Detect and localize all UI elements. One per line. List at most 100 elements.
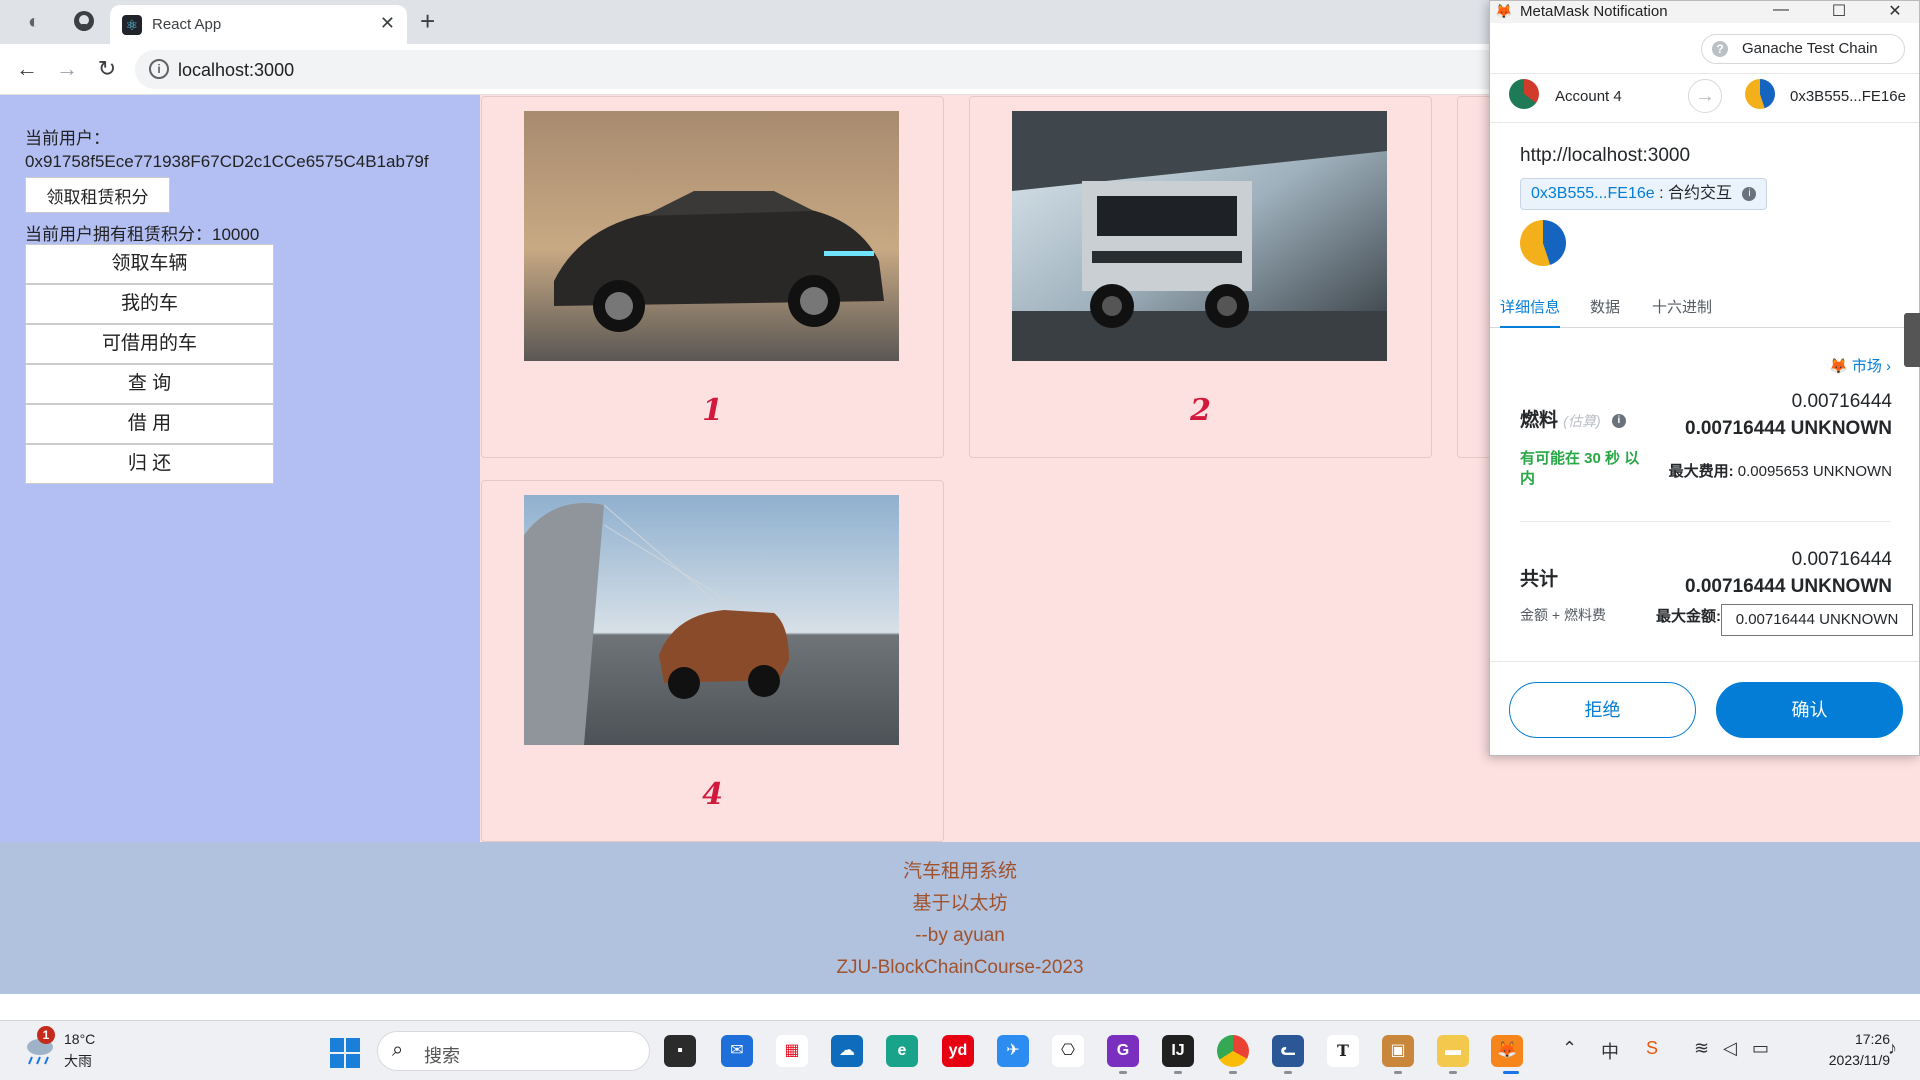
sogou-icon[interactable]: S — [1646, 1038, 1659, 1058]
mail-icon[interactable]: ✉ — [721, 1035, 753, 1067]
running-indicator — [1119, 1071, 1127, 1074]
from-account[interactable]: Account 4 — [1555, 88, 1622, 105]
divider — [1520, 521, 1890, 522]
max-fee-value: 0.0095653 UNKNOWN — [1737, 463, 1892, 480]
contract-address[interactable]: 0x3B555...FE16e — [1531, 185, 1655, 202]
chrome-icon[interactable] — [1217, 1035, 1249, 1067]
task-view-icon[interactable]: ▪ — [664, 1035, 696, 1067]
claim-points-button[interactable]: 领取租赁积分 — [25, 177, 170, 213]
pdf-icon[interactable]: G — [1107, 1035, 1139, 1067]
typora-icon[interactable]: T — [1327, 1035, 1359, 1067]
youdao-icon[interactable]: yd — [942, 1035, 974, 1067]
box-icon[interactable]: ▣ — [1382, 1035, 1414, 1067]
sidebar-menu: 领取车辆 我的车 可借用的车 查 询 借 用 归 还 — [25, 244, 274, 484]
metamask-taskbar-icon[interactable]: 🦊 — [1491, 1035, 1523, 1067]
origin-url: http://localhost:3000 — [1520, 145, 1691, 166]
metamask-window-title: MetaMask Notification — [1520, 3, 1668, 20]
scrollbar[interactable] — [1904, 313, 1920, 367]
network-question-icon: ? — [1712, 41, 1728, 57]
gas-eta: 有可能在 30 秒 以内 — [1520, 450, 1640, 487]
chevron-up-icon[interactable]: ⌃ — [1562, 1038, 1578, 1058]
taskbar-search[interactable]: ⌕ 搜索 — [377, 1031, 650, 1071]
car-card[interactable]: 4 — [481, 480, 944, 842]
taskbar: 1 18°C 大雨 ⌕ 搜索 ▪ ✉ ▦ ☁ e yd ✈ ⎔ G IJ ᓚ T… — [0, 1020, 1920, 1080]
divider — [1490, 73, 1919, 74]
folder-icon[interactable]: ▬ — [1437, 1035, 1469, 1067]
weather-temperature[interactable]: 18°C — [64, 1031, 96, 1047]
minimize-icon[interactable]: — — [1773, 1, 1789, 18]
car-number: 1 — [702, 393, 723, 428]
battery-icon[interactable]: ▭ — [1752, 1038, 1770, 1058]
globe-icon[interactable]: ◐ — [27, 11, 41, 33]
total-sub-label: 金额 + 燃料费 — [1520, 607, 1606, 623]
url-text[interactable]: localhost:3000 — [178, 60, 295, 80]
weather-condition[interactable]: 大雨 — [64, 1053, 92, 1069]
back-button[interactable]: ← — [16, 56, 38, 81]
tab-react-app[interactable]: ⚛ React App ✕ — [110, 5, 407, 44]
current-user-address: 0x91758f5Ece771938F67CD2c1CCe6575C4B1ab7… — [25, 152, 429, 171]
forward-button[interactable]: → — [56, 56, 78, 81]
wifi-icon[interactable]: ≋ — [1694, 1038, 1710, 1058]
page-footer: 汽车租用系统 基于以太坊 --by ayuan ZJU-BlockChainCo… — [0, 842, 1920, 994]
car-card[interactable]: 2 — [969, 96, 1432, 458]
site-info-icon[interactable]: i — [149, 59, 169, 79]
reject-button[interactable]: 拒绝 — [1509, 682, 1696, 738]
menu-my-cars[interactable]: 我的车 — [25, 284, 274, 324]
confirm-button[interactable]: 确认 — [1716, 682, 1903, 738]
info-icon[interactable]: i — [1611, 413, 1626, 428]
car-card[interactable]: 1 — [481, 96, 944, 458]
input-method-icon[interactable]: 中 — [1601, 1042, 1619, 1062]
network-name: Ganache Test Chain — [1742, 40, 1878, 57]
menu-available-cars[interactable]: 可借用的车 — [25, 324, 274, 364]
jetbrains-icon[interactable]: IJ — [1162, 1035, 1194, 1067]
gas-value-unit: 0.00716444 UNKNOWN — [1685, 418, 1892, 439]
network-selector[interactable]: ? Ganache Test Chain — [1701, 34, 1905, 64]
windows-start-icon[interactable] — [330, 1038, 360, 1068]
car-number: 4 — [702, 777, 723, 812]
gas-estimated-label: (估算) — [1563, 413, 1601, 429]
running-indicator — [1394, 1071, 1402, 1074]
menu-claim-car[interactable]: 领取车辆 — [25, 244, 274, 284]
edge-icon[interactable]: e — [886, 1035, 918, 1067]
gas-label: 燃料 — [1520, 410, 1559, 431]
footer-title: 汽车租用系统 — [902, 861, 1017, 882]
store-icon[interactable]: ▦ — [776, 1035, 808, 1067]
total-value: 0.00716444 — [1791, 549, 1892, 570]
menu-query[interactable]: 查 询 — [25, 364, 274, 404]
new-tab-button[interactable]: + — [420, 6, 436, 36]
clock-date[interactable]: 2023/11/9 — [1828, 1052, 1890, 1068]
market-link[interactable]: 🦊 市场 › — [1829, 355, 1891, 376]
tab-close-icon[interactable]: ✕ — [379, 13, 395, 33]
notification-bell-icon[interactable]: ♪ — [1888, 1038, 1897, 1058]
points-balance: 当前用户拥有租赁积分：10000 — [25, 225, 260, 244]
car-image — [524, 495, 899, 745]
tab-details[interactable]: 详细信息 — [1500, 296, 1561, 328]
footer-author: --by ayuan — [915, 925, 1005, 946]
fox-icon: 🦊 — [1828, 358, 1848, 375]
chatgpt-icon[interactable]: ⎔ — [1052, 1035, 1084, 1067]
reload-button[interactable]: ↻ — [97, 56, 117, 81]
cloud-icon[interactable]: ☁ — [831, 1035, 863, 1067]
contract-interaction-badge[interactable]: 0x3B555...FE16e : 合约交互 i — [1520, 178, 1768, 210]
running-indicator — [1229, 1071, 1237, 1074]
cat-app-icon[interactable]: ᓚ — [1272, 1035, 1304, 1067]
tab-data[interactable]: 数据 — [1590, 299, 1621, 316]
to-address[interactable]: 0x3B555...FE16e — [1790, 88, 1906, 105]
info-icon[interactable]: i — [1742, 186, 1757, 201]
contract-separator: : — [1654, 185, 1668, 202]
notification-badge: 1 — [37, 1026, 55, 1044]
volume-muted-icon[interactable]: ◁ — [1723, 1038, 1737, 1058]
max-amount-value: 0.00716444 UNKNOWN — [1721, 604, 1913, 636]
maximize-icon[interactable]: ☐ — [1831, 3, 1847, 20]
market-label: 市场 — [1851, 358, 1882, 375]
metamask-titlebar: 🦊 MetaMask Notification — ☐ ✕ — [1490, 1, 1919, 23]
chevron-right-icon: › — [1886, 358, 1891, 375]
feishu-icon[interactable]: ✈ — [997, 1035, 1029, 1067]
menu-return[interactable]: 归 还 — [25, 444, 274, 484]
github-icon[interactable] — [72, 10, 96, 34]
close-icon[interactable]: ✕ — [1888, 3, 1902, 20]
tab-hex[interactable]: 十六进制 — [1652, 299, 1713, 316]
sidebar: 当前用户： 0x91758f5Ece771938F67CD2c1CCe6575C… — [0, 95, 480, 842]
menu-borrow[interactable]: 借 用 — [25, 404, 274, 444]
clock-time[interactable]: 17:26 — [1854, 1031, 1890, 1047]
